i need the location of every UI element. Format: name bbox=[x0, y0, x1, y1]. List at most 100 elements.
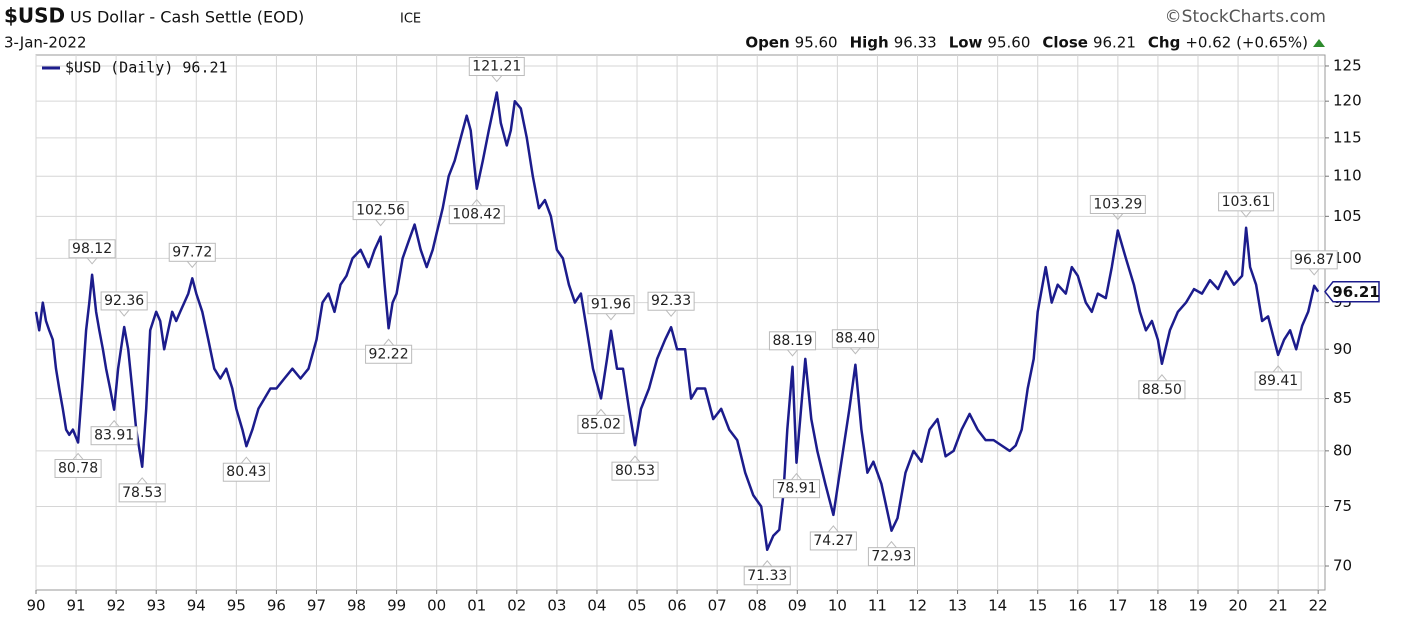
source: ©StockCharts.com bbox=[1165, 7, 1326, 27]
annotation-label: 78.53 bbox=[122, 485, 162, 501]
annotation-label: 108.42 bbox=[452, 207, 501, 223]
ohlc-value: 96.21 bbox=[1093, 34, 1136, 52]
annotation-box bbox=[1254, 371, 1302, 391]
annotation-label: 92.33 bbox=[651, 293, 691, 309]
x-tick-label: 00 bbox=[427, 597, 446, 615]
annotation-pointer bbox=[108, 419, 120, 428]
annotation-pointer bbox=[850, 347, 861, 355]
annotation-pointer bbox=[605, 313, 617, 321]
annotation-pointer bbox=[72, 452, 84, 460]
chart-title: US Dollar - Cash Settle (EOD) bbox=[70, 8, 304, 27]
annotation-label: 72.93 bbox=[871, 549, 911, 565]
annotation-pointer bbox=[1308, 268, 1320, 276]
x-tick-label: 90 bbox=[26, 597, 45, 615]
annotation-pointer bbox=[1240, 210, 1252, 218]
annotation-box bbox=[611, 461, 659, 481]
y-tick-label: 105 bbox=[1333, 207, 1362, 225]
annotation-box bbox=[365, 344, 413, 364]
annotation-box bbox=[118, 483, 166, 503]
annotation-label: 78.91 bbox=[776, 481, 816, 497]
annotation-label: 83.91 bbox=[94, 428, 134, 444]
plot-frame bbox=[35, 54, 1326, 591]
annotation-box bbox=[1218, 192, 1275, 212]
annotation-label: 88.19 bbox=[772, 333, 812, 349]
x-tick-label: 16 bbox=[1068, 597, 1087, 615]
annotation-label: 88.50 bbox=[1142, 382, 1182, 398]
x-tick-label: 94 bbox=[187, 597, 206, 615]
x-tick-label: 05 bbox=[627, 597, 646, 615]
y-tick-label: 120 bbox=[1333, 92, 1362, 110]
annotation-pointer bbox=[791, 472, 802, 481]
x-tick-label: 91 bbox=[67, 597, 86, 615]
y-tick-label: 125 bbox=[1333, 56, 1362, 74]
x-tick-label: 04 bbox=[587, 597, 606, 615]
annotation-pointer bbox=[629, 455, 641, 463]
annotation-pointer bbox=[491, 75, 503, 83]
annotation-pointer bbox=[886, 540, 897, 548]
x-tick-label: 12 bbox=[908, 597, 927, 615]
x-tick-label: 22 bbox=[1309, 597, 1328, 615]
annotation-box bbox=[831, 329, 879, 349]
annotation-label: 98.12 bbox=[72, 241, 112, 257]
y-tick-label: 100 bbox=[1333, 249, 1362, 267]
annotation-pointer bbox=[240, 456, 252, 464]
ohlc-value: 95.60 bbox=[987, 34, 1030, 52]
price-line bbox=[34, 91, 1320, 552]
x-tick-label: 08 bbox=[748, 597, 767, 615]
x-tick-label: 97 bbox=[307, 597, 326, 615]
annotation-label: 91.96 bbox=[591, 297, 631, 313]
x-tick-label: 17 bbox=[1108, 597, 1127, 615]
annotation-pointer bbox=[471, 198, 483, 207]
x-tick-label: 93 bbox=[147, 597, 166, 615]
annotation-label: 103.29 bbox=[1093, 196, 1142, 212]
annotation-pointer bbox=[1156, 373, 1168, 382]
annotation-pointer bbox=[1272, 365, 1284, 373]
annotation-label: 103.61 bbox=[1222, 194, 1271, 210]
annotation-label: 71.33 bbox=[747, 568, 787, 584]
x-tick-label: 98 bbox=[347, 597, 366, 615]
annotation-box bbox=[577, 414, 625, 434]
annotation-pointer bbox=[787, 349, 798, 357]
y-tick-label: 75 bbox=[1333, 497, 1352, 515]
annotation-pointer bbox=[186, 260, 198, 269]
ohlc-name: Open bbox=[745, 34, 789, 52]
annotation-box bbox=[1138, 380, 1186, 400]
change-arrow bbox=[1313, 39, 1325, 47]
ohlc-name: Chg bbox=[1148, 34, 1180, 52]
ohlc-row: Open 95.60 High 96.33 Low 95.60 Close 96.21 Chg +… bbox=[745, 34, 1308, 52]
annotation-pointer bbox=[375, 219, 386, 227]
annotation-label: 80.78 bbox=[58, 460, 98, 476]
annotation-pointer bbox=[86, 257, 98, 265]
ohlc-name: Low bbox=[949, 34, 983, 52]
y-tick-label: 85 bbox=[1333, 389, 1352, 407]
annotation-pointer bbox=[595, 408, 607, 416]
y-tick-label: 70 bbox=[1333, 557, 1352, 575]
annotation-pointer bbox=[118, 309, 130, 317]
last-value-label: 96.21 bbox=[1332, 283, 1379, 301]
date: 3-Jan-2022 bbox=[4, 34, 87, 52]
legend-label: $USD (Daily) 96.21 bbox=[65, 59, 228, 77]
annotation-label: 80.43 bbox=[226, 464, 266, 480]
annotation-box bbox=[1089, 194, 1146, 214]
x-tick-label: 21 bbox=[1269, 597, 1288, 615]
annotation-pointer bbox=[827, 525, 839, 533]
x-tick-label: 11 bbox=[868, 597, 887, 615]
ohlc-value: +0.62 (+0.65%) bbox=[1185, 34, 1308, 52]
annotation-pointer bbox=[383, 338, 394, 346]
annotation-label: 96.87 bbox=[1294, 252, 1334, 268]
annotation-box bbox=[647, 291, 695, 311]
annotation-box bbox=[587, 295, 635, 315]
x-tick-label: 03 bbox=[547, 597, 566, 615]
annotation-label: 80.53 bbox=[615, 463, 655, 479]
annotation-pointer bbox=[761, 560, 773, 568]
annotation-box bbox=[90, 426, 138, 446]
annotation-pointer bbox=[1112, 213, 1124, 221]
ohlc-value: 95.60 bbox=[795, 34, 838, 52]
annotation-label: 85.02 bbox=[581, 416, 621, 432]
annotation-box bbox=[809, 531, 857, 551]
x-tick-label: 18 bbox=[1148, 597, 1167, 615]
x-tick-label: 20 bbox=[1229, 597, 1248, 615]
annotation-pointer bbox=[665, 309, 677, 318]
x-tick-label: 06 bbox=[668, 597, 687, 615]
